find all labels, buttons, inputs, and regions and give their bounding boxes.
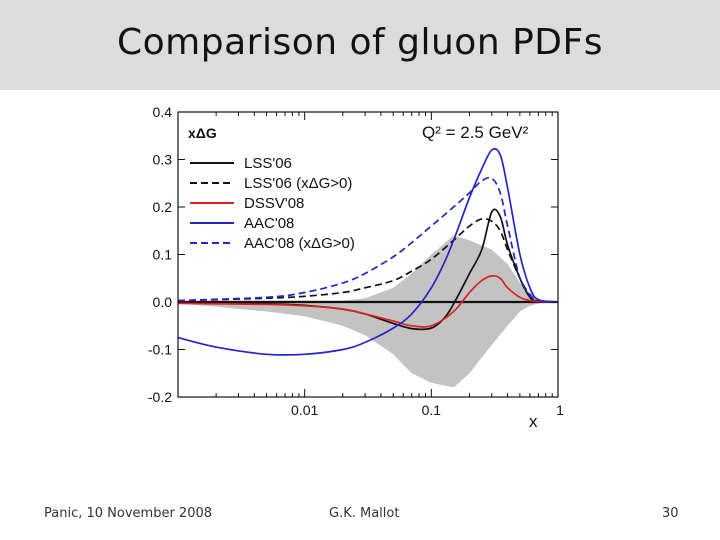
y-tick-label-0: 0.4: [153, 104, 173, 120]
x-tick-label-0: 0.01: [291, 402, 318, 418]
series-line-4: [177, 176, 559, 303]
y-tick-label-3: 0.1: [153, 247, 173, 263]
legend-label-1: LSS'06 (xΔG>0): [244, 175, 352, 192]
x-tick-label-1: 0.1: [422, 402, 442, 418]
x-axis-label: x: [529, 412, 538, 431]
series-line-2: [177, 274, 559, 328]
q2-annotation: Q² = 2.5 GeV²: [422, 123, 529, 142]
footer-presentation: Panic, 10 November 2008: [44, 506, 213, 521]
y-tick-label-4: 0.0: [153, 294, 173, 310]
legend-label-2: DSSV'08: [244, 195, 304, 212]
ticks-layer: 0.4 0.3 0.2 0.1 0.0 -0.1 -0.2 0.01 0.1 1: [148, 104, 564, 418]
footer-page-number: 30: [662, 506, 679, 521]
y-tick-label-6: -0.2: [148, 389, 172, 405]
y-tick-label-2: 0.2: [153, 199, 173, 215]
legend-label-0: LSS'06: [244, 155, 292, 172]
legend-label-3: AAC'08: [244, 215, 294, 232]
legend: LSS'06 LSS'06 (xΔG>0) DSSV'08 AAC'08 AAC'08 …: [190, 155, 355, 252]
uncertainty-band: [178, 235, 558, 388]
y-axis-label: xΔG: [188, 125, 217, 141]
title-bar: [0, 0, 720, 90]
x-tick-label-2: 1: [556, 402, 564, 418]
legend-label-4: AAC'08 (xΔG>0): [244, 235, 355, 252]
y-tick-label-5: -0.1: [148, 342, 172, 358]
gluon-pdf-chart: 0.40.30.20.10.0-0.1-0.20.01 0.1 1 LSS'06LS…: [148, 104, 564, 431]
slide-title: Comparison of gluon PDFs: [117, 22, 603, 63]
uncertainty-band-layer: [178, 235, 558, 388]
y-tick-label-1: 0.3: [153, 152, 173, 168]
footer-author: G.K. Mallot: [329, 506, 400, 521]
series-line-3: [177, 147, 559, 356]
series-layer: [177, 147, 559, 356]
